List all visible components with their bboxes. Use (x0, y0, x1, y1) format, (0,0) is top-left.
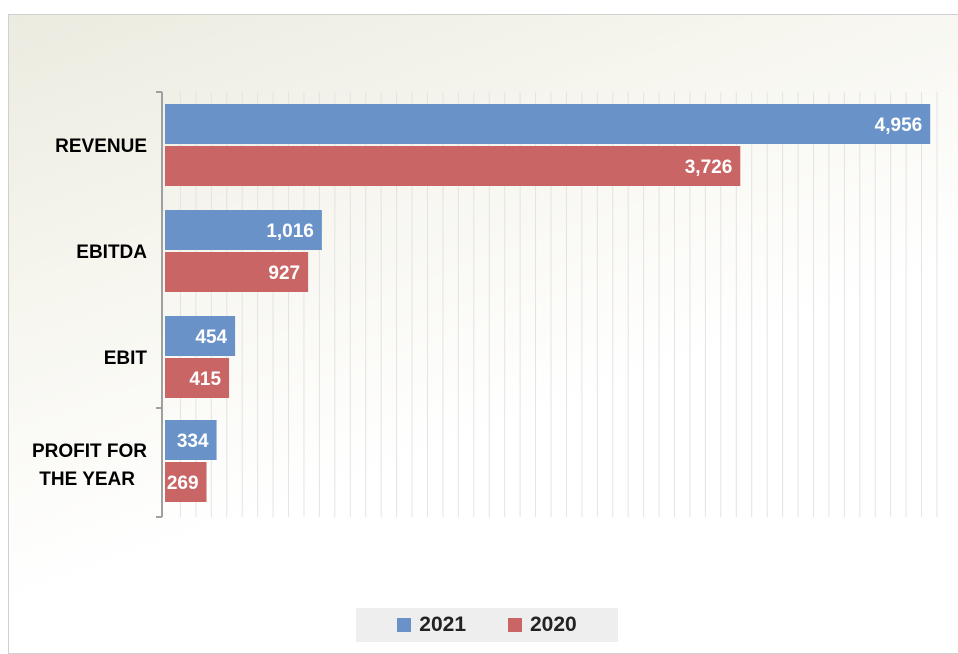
legend: 2021 2020 (356, 608, 618, 642)
bars: 4,956 3,726 1,016 927 454 415 334 269 (165, 104, 931, 502)
legend-label-2020: 2020 (530, 613, 577, 636)
value-label: 269 (167, 473, 199, 494)
legend-item-2020: 2020 (508, 613, 577, 637)
value-label: 927 (268, 263, 300, 284)
value-label: 334 (177, 431, 209, 452)
value-label: 415 (189, 369, 221, 390)
value-label: 3,726 (685, 157, 733, 178)
category-label: EBIT (104, 348, 148, 369)
category-labels: REVENUE EBITDA EBIT PROFIT FOR THE YEAR (32, 136, 147, 490)
category-label: REVENUE (55, 136, 147, 157)
bar-2021-1 (165, 210, 322, 250)
legend-item-2021: 2021 (397, 613, 466, 637)
bar-2020-0 (165, 146, 741, 186)
category-label: PROFIT FOR THE YEAR (32, 441, 147, 490)
value-label: 454 (195, 327, 227, 348)
legend-swatch-2020 (508, 618, 522, 632)
legend-label-2021: 2021 (419, 613, 466, 636)
bar-2021-2 (165, 316, 236, 356)
bar-2021-0 (165, 104, 931, 144)
category-axis (156, 91, 163, 518)
category-label: EBITDA (76, 242, 147, 263)
value-label: 4,956 (875, 115, 923, 136)
bar-2020-1 (165, 252, 309, 292)
value-label: 1,016 (266, 221, 314, 242)
legend-swatch-2021 (397, 618, 412, 632)
bar-2020-2 (165, 358, 230, 398)
bar-2021-3 (165, 420, 217, 460)
bar-2020-3 (165, 462, 207, 502)
